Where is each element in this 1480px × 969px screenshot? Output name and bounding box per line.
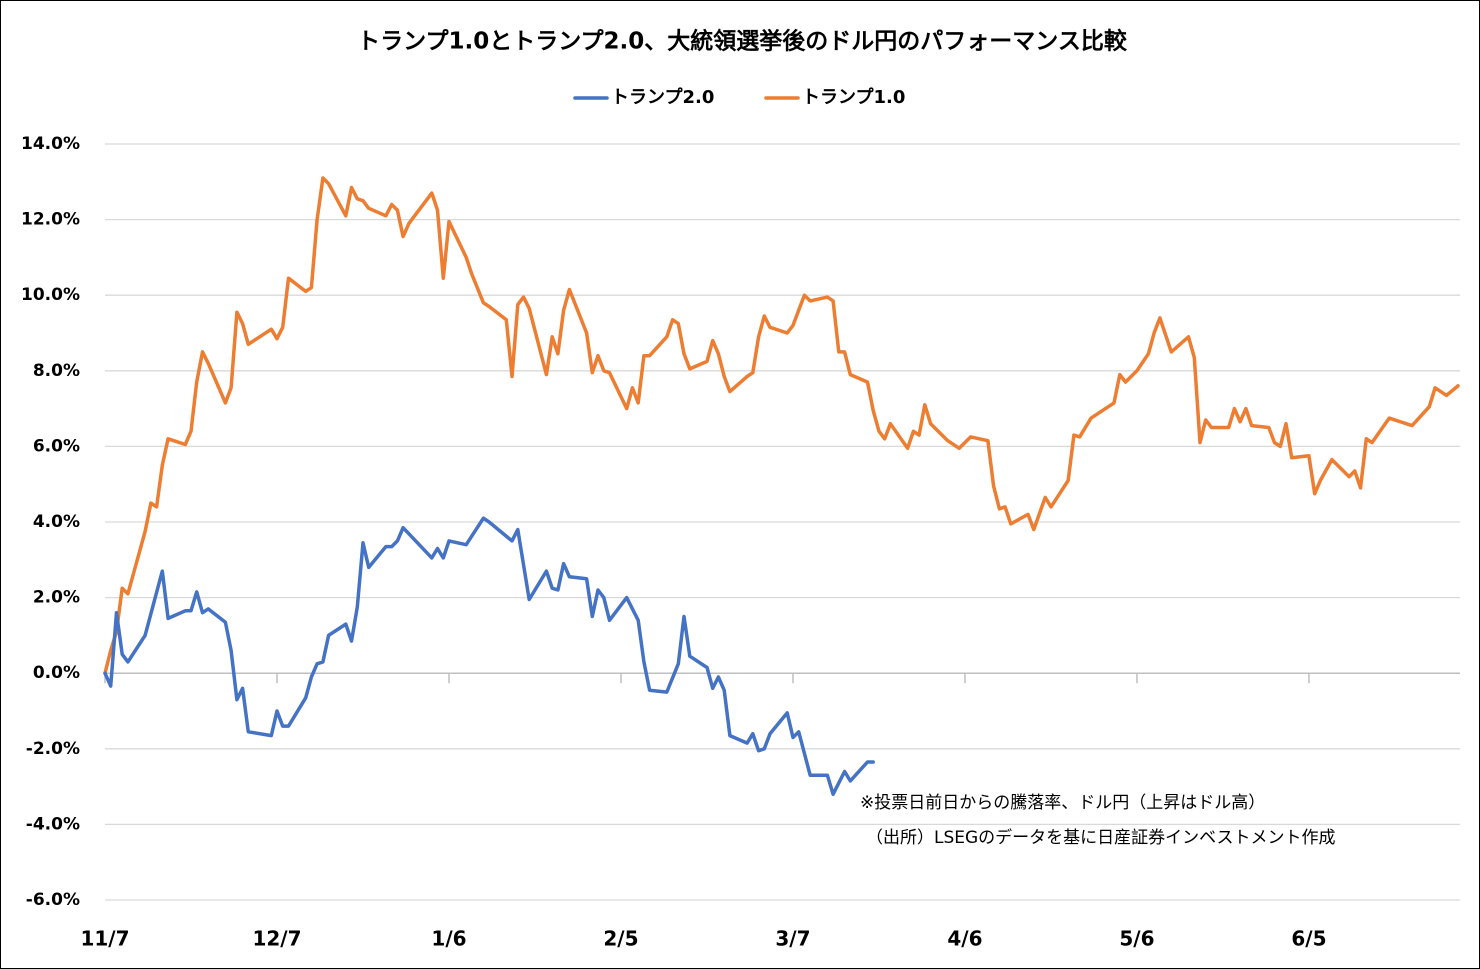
y-tick-label: -2.0% [26,739,80,759]
y-tick-label: 10.0% [21,285,80,305]
chart-title: トランプ1.0とトランプ2.0、大統領選挙後のドル円のパフォーマンス比較 [357,28,1128,55]
legend-label: トランプ2.0 [611,86,714,108]
annotation: ※投票日前日からの騰落率、ドル円（上昇はドル高） [860,793,1265,813]
y-tick-label: -4.0% [26,814,80,834]
y-tick-label: 0.0% [33,663,80,683]
x-tick-label: 6/5 [1291,927,1326,951]
x-tick-label: 2/5 [603,927,638,951]
legend-label: トランプ1.0 [802,86,905,108]
y-tick-label: 14.0% [21,134,80,154]
x-tick-label: 12/7 [252,927,301,951]
x-tick-label: 11/7 [80,927,129,951]
x-tick-label: 1/6 [431,927,466,951]
y-tick-label: 2.0% [33,588,80,608]
series-line [103,176,1460,675]
legend: トランプ2.0 トランプ1.0 [573,86,905,108]
series-line [103,516,875,796]
y-tick-label: 8.0% [33,361,80,381]
x-tick-label: 4/6 [947,927,982,951]
y-tick-label: -6.0% [26,890,80,910]
y-tick-label: 6.0% [33,436,80,456]
y-tick-label: 12.0% [21,210,80,230]
lines [103,176,1460,796]
annotation: （出所）LSEGのデータを基に日産証券インベストメント作成 [866,827,1336,848]
y-tick-label: 4.0% [33,512,80,532]
x-tick-label: 3/7 [775,927,810,951]
axes: -6.0% -4.0% -2.0% 0.0% 2.0% 4.0% 6.0% 8.0% 10.0%… [21,134,1460,951]
grid [105,143,1460,901]
x-tick-label: 5/6 [1119,927,1154,951]
